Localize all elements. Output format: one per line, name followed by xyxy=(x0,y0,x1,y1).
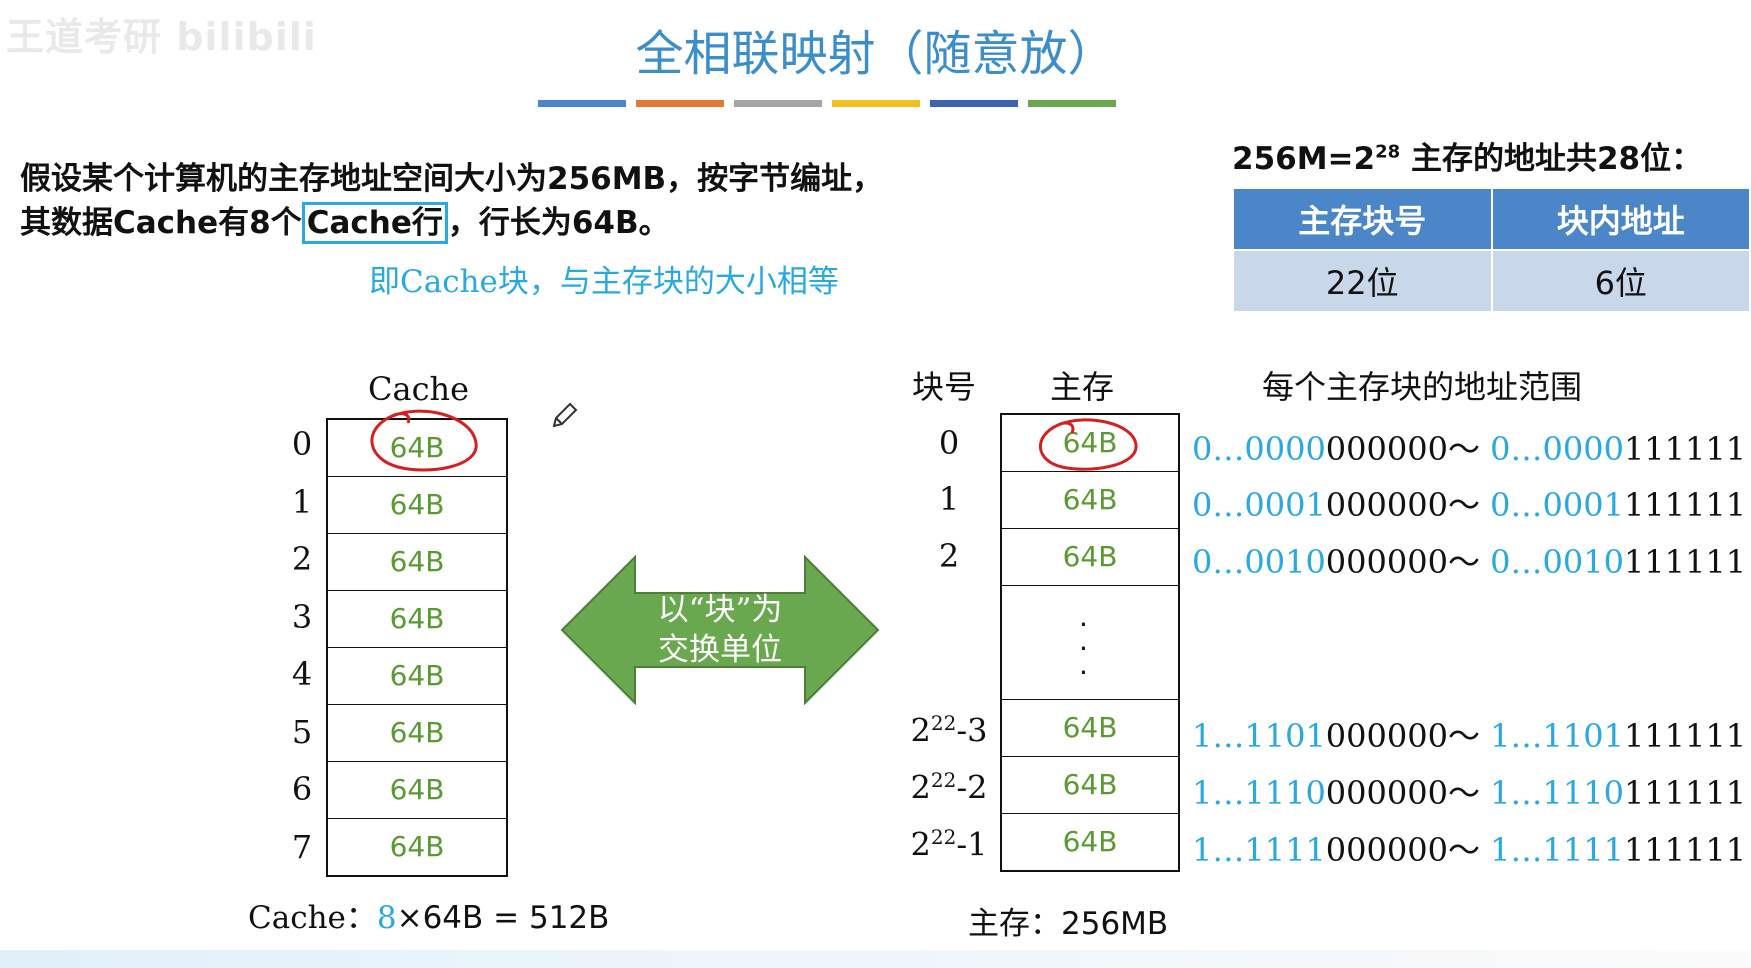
cache-line-count: 8 xyxy=(376,900,397,936)
arrow-label: 以“块”为 交换单位 xyxy=(560,590,880,670)
title-bar-0 xyxy=(538,100,626,107)
cache-line-0: 64B xyxy=(328,420,506,477)
cache-index-5: 5 xyxy=(291,712,313,751)
memory-ellipsis-cell xyxy=(1002,586,1178,700)
arrow-label-line1: 以“块”为 xyxy=(657,592,783,628)
block-number-4: 222-2 xyxy=(910,768,988,807)
cache-line-1: 64B xyxy=(328,477,506,534)
address-range-4: 1…1110000000～ 1…1110111111 xyxy=(1192,774,1747,812)
bidirectional-arrow xyxy=(560,555,880,705)
title-bar-2 xyxy=(734,100,822,107)
problem-text-1: 假设某个计算机的主存地址空间大小为256MB，按字节编址，其数据Cache有8个 xyxy=(20,161,884,241)
address-range-2: 0…0010000000～ 0…0010111111 xyxy=(1192,543,1747,581)
formula-suffix: 主存的地址共28位： xyxy=(1400,141,1703,177)
block-number-5: 222-1 xyxy=(910,825,988,864)
cache-line-3: 64B xyxy=(328,591,506,648)
cache-index-2: 2 xyxy=(291,540,313,578)
cache-index-6: 6 xyxy=(291,770,313,808)
memory-block-2: 64B xyxy=(1002,529,1178,586)
title-bar-3 xyxy=(832,100,920,107)
address-range-5: 1…1111000000～ 1…1111111111 xyxy=(1192,831,1747,869)
cache-label: Cache xyxy=(368,370,470,408)
slide-title: 全相联映射（随意放） xyxy=(635,26,1116,82)
memory-block-5: 64B xyxy=(1062,825,1118,858)
title-bar-1 xyxy=(636,100,724,107)
title-bar-5 xyxy=(1028,100,1116,107)
address-split-table: 主存块号 块内地址 22位 6位 xyxy=(1232,187,1751,313)
address-range-1: 0…0001000000～ 0…0001111111 xyxy=(1192,486,1747,524)
cache-line-4: 64B xyxy=(328,648,506,705)
block-number-1: 1 xyxy=(938,480,960,518)
formula-prefix: 256M=2 xyxy=(1232,141,1376,177)
watermark: 王道考研 bilibili xyxy=(6,15,317,59)
cache-index-4: 4 xyxy=(291,655,313,693)
column-header-block-number: 块号 xyxy=(912,368,977,406)
cache-index-1: 1 xyxy=(291,482,313,521)
arrow-label-line2: 交换单位 xyxy=(658,632,782,668)
memory-block-4: 64B xyxy=(1002,757,1178,814)
address-formula: 256M=228 主存的地址共28位： xyxy=(1232,133,1702,178)
pen-icon xyxy=(552,402,578,428)
bottom-progress-strip xyxy=(0,950,1751,968)
cache-index-0: 0 xyxy=(291,425,313,463)
cache-line-highlight: Cache行 xyxy=(301,202,448,244)
block-number-3: 222-3 xyxy=(910,711,988,750)
cache-line-5: 64B xyxy=(328,705,506,762)
memory-block-1: 64B xyxy=(1002,472,1178,529)
value-block-offset-bits: 6位 xyxy=(1490,249,1751,313)
cache-grid: 64B 64B 64B 64B 64B 64B 64B 64B xyxy=(326,418,508,877)
column-header-main-memory: 主存 xyxy=(1050,368,1115,406)
formula-exponent: 28 xyxy=(1375,141,1401,163)
cache-index-3: 3 xyxy=(291,597,313,636)
memory-grid: 64B 64B 64B 64B 64B 64B xyxy=(1000,413,1180,872)
problem-statement: 假设某个计算机的主存地址空间大小为256MB，按字节编址，其数据Cache有8个… xyxy=(20,157,900,245)
cache-block-note: 即Cache块，与主存块的大小相等 xyxy=(369,264,839,300)
title-bar-4 xyxy=(930,100,1018,107)
header-block-offset: 块内地址 xyxy=(1490,187,1751,251)
block-number-0: 0 xyxy=(938,424,960,462)
address-range-0: 0…0000000000～ 0…0000111111 xyxy=(1192,430,1747,468)
cache-total-label: Cache： xyxy=(248,900,377,936)
cache-line-7: 64B xyxy=(389,830,445,863)
cache-total-value: ×64B = 512B xyxy=(396,900,610,936)
address-range-3: 1…1101000000～ 1…1101111111 xyxy=(1192,717,1747,755)
block-number-2: 2 xyxy=(938,537,960,575)
problem-text-2: ，行长为64B。 xyxy=(447,205,670,241)
cache-line-6: 64B xyxy=(328,762,506,819)
cache-index-7: 7 xyxy=(291,827,313,866)
column-header-address-range: 每个主存块的地址范围 xyxy=(1262,368,1583,406)
cache-line-2: 64B xyxy=(328,534,506,591)
red-circle-cache-0 xyxy=(370,409,478,472)
header-block-number: 主存块号 xyxy=(1232,187,1493,251)
value-block-number-bits: 22位 xyxy=(1232,249,1493,313)
cache-total: Cache：8×64B = 512B xyxy=(248,892,609,937)
memory-total: 主存：256MB xyxy=(968,906,1169,942)
memory-ellipsis: . . . xyxy=(1079,600,1088,681)
red-circle-memory-0 xyxy=(1038,418,1138,471)
memory-block-3: 64B xyxy=(1002,700,1178,757)
